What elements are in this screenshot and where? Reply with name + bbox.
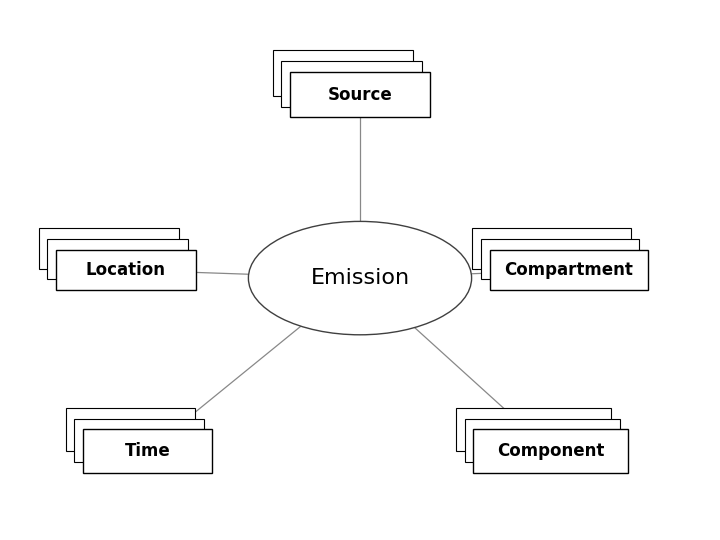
Text: Source: Source <box>328 85 392 104</box>
FancyBboxPatch shape <box>474 429 628 472</box>
FancyBboxPatch shape <box>74 418 204 462</box>
Text: Emission: Emission <box>310 268 410 288</box>
Text: Component: Component <box>497 442 605 460</box>
FancyBboxPatch shape <box>47 239 187 280</box>
FancyBboxPatch shape <box>66 408 195 451</box>
Text: Time: Time <box>125 442 171 460</box>
FancyBboxPatch shape <box>472 228 631 268</box>
Text: Location: Location <box>86 261 166 279</box>
FancyBboxPatch shape <box>55 249 196 291</box>
FancyBboxPatch shape <box>38 228 179 268</box>
FancyBboxPatch shape <box>272 50 413 96</box>
FancyBboxPatch shape <box>490 249 648 291</box>
Text: Compartment: Compartment <box>505 261 633 279</box>
FancyBboxPatch shape <box>481 239 639 280</box>
Ellipse shape <box>248 221 472 335</box>
FancyBboxPatch shape <box>456 408 611 451</box>
FancyBboxPatch shape <box>465 418 619 462</box>
FancyBboxPatch shape <box>281 60 421 106</box>
FancyBboxPatch shape <box>83 429 212 472</box>
FancyBboxPatch shape <box>289 71 430 117</box>
